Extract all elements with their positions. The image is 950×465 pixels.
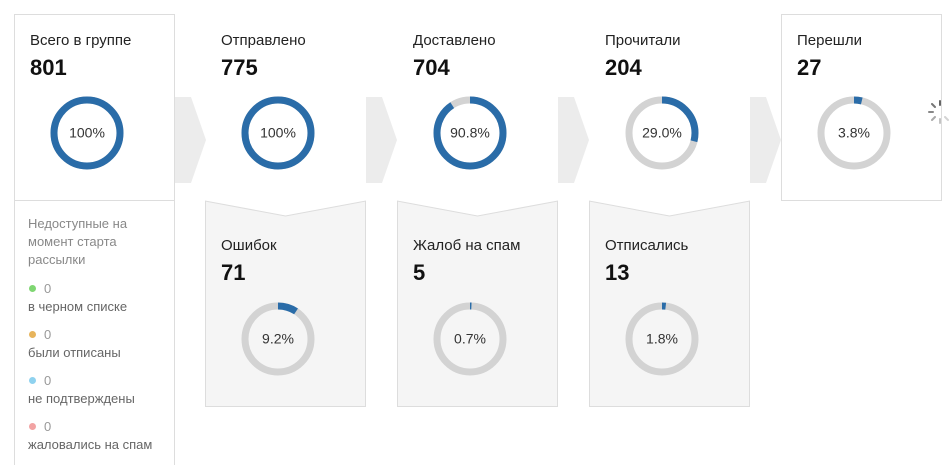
chevron [366,97,397,183]
stage-card: Доставлено 704 90.8% [397,14,558,217]
notch-fill [397,14,558,216]
issue-count: 5 [413,260,426,285]
stage-title: Перешли [797,32,862,49]
donut-arc [433,302,507,376]
card-notch [397,14,558,217]
donut-label: 100% [69,125,105,141]
stage-title: Прочитали [605,32,681,49]
stage-count: 27 [797,55,822,80]
unavailable-label: в черном списке [28,299,128,314]
status-dot [29,331,36,338]
donut-arc [50,96,124,170]
status-dot [29,285,36,292]
unavailable-title: Недоступные на момент старта рассылки [28,216,128,267]
donut-label: 100% [260,125,296,141]
stage-title: Отправлено [221,32,306,49]
chevron [558,97,589,183]
donut-arc [241,96,315,170]
issue-count: 13 [605,260,630,285]
notch-edge [205,200,366,217]
unavailable-label: не подтверждены [28,391,135,406]
donut: 9.2% [241,302,315,376]
stage-count: 204 [605,55,642,80]
card-notch [205,14,366,217]
issue-count: 71 [221,260,246,285]
unavailable-panel [14,200,175,465]
donut-label: 3.8% [838,125,870,141]
donut: 3.8% [817,96,891,170]
chevron [750,97,781,183]
donut: 1.8% [625,302,699,376]
donut-arc [241,302,315,376]
issue-title: Отписались [605,237,689,254]
donut: 29.0% [625,96,699,170]
issue-card: Ошибок 71 9.2% [205,200,366,407]
issue-card: Отписались 13 1.8% [589,200,750,407]
donut-label: 90.8% [450,125,490,141]
donut-label: 0.7% [454,331,486,347]
donut: 90.8% [433,96,507,170]
donut-arc [817,96,891,170]
donut-label: 9.2% [262,331,294,347]
unavailable-label: жаловались на спам [28,437,153,452]
issue-title: Ошибок [221,237,277,254]
card-notch [589,14,750,217]
stage-title: Доставлено [413,32,496,49]
unavailable-count: 0 [44,373,52,388]
donut: 100% [241,96,315,170]
notch-edge [397,200,558,217]
status-dot [29,377,36,384]
stage-card: Всего в группе 801 100% [14,14,175,201]
unavailable-count: 0 [44,281,52,296]
donut-label: 1.8% [646,331,678,347]
stage-card: Перешли 27 3.8% [781,14,942,201]
notch-fill [589,14,750,216]
notch-edge [589,200,750,217]
stage-card: Прочитали 204 29.0% [589,14,750,217]
stage-title: Всего в группе [30,32,132,49]
unavailable-count: 0 [44,419,52,434]
stage-count: 775 [221,55,258,80]
stage-count: 801 [30,55,67,80]
stage-count: 704 [413,55,450,80]
donut: 0.7% [433,302,507,376]
donut-arc [433,96,507,170]
status-dot [29,423,36,430]
donut-label: 29.0% [642,125,682,141]
chevron [175,97,206,183]
unavailable-label: были отписаны [28,345,121,360]
unavailable-count: 0 [44,327,52,342]
issue-card: Жалоб на спам 5 0.7% [397,200,558,407]
donut-arc [625,96,699,170]
donut-arc [625,302,699,376]
donut: 100% [50,96,124,170]
issue-title: Жалоб на спам [413,237,521,254]
notch-fill [205,14,366,216]
stage-card: Отправлено 775 100% [205,14,366,217]
